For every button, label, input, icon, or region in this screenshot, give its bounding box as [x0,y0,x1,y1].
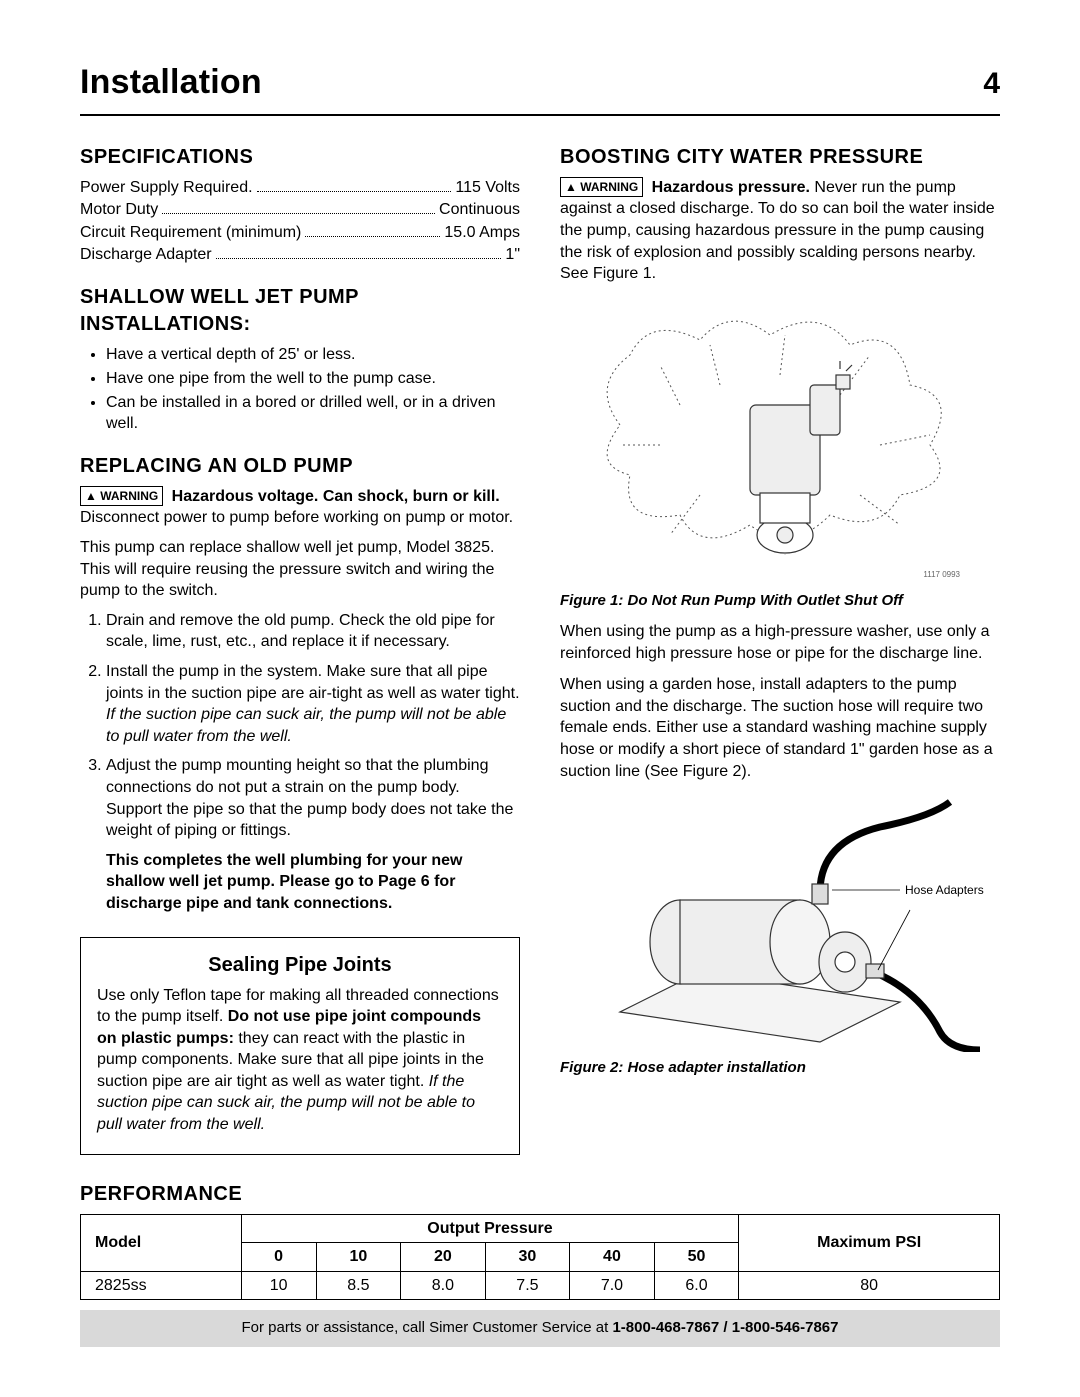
footer-phones: 1-800-468-7867 / 1-800-546-7867 [612,1319,838,1336]
spec-row: Motor DutyContinuous [80,199,520,221]
spec-row: Circuit Requirement (minimum)15.0 Amps [80,222,520,244]
boosting-p3: When using a garden hose, install adapte… [560,674,1000,782]
boosting-p2: When using the pump as a high-pressure w… [560,621,1000,664]
page-header: Installation 4 [80,60,1000,116]
sealing-text: Use only Teflon tape for making all thre… [97,985,503,1136]
left-column: SPECIFICATIONS Power Supply Required.115… [80,144,520,1155]
boosting-warning: ▲ WARNING Hazardous pressure. Never run … [560,177,1000,285]
figure-2-illustration: Hose Adapters [560,792,1000,1052]
warning-bold: Hazardous voltage. Can shock, burn or ki… [172,488,500,505]
footer-bar: For parts or assistance, call Simer Cust… [80,1310,1000,1346]
page-title: Installation [80,60,262,106]
right-column: BOOSTING CITY WATER PRESSURE ▲ WARNING H… [560,144,1000,1155]
pressure-col-header: 30 [485,1243,570,1272]
replacing-intro: This pump can replace shallow well jet p… [80,537,520,602]
pressure-col-header: 50 [654,1243,739,1272]
bullet-item: Can be installed in a bored or drilled w… [106,392,520,435]
shallow-well-section: SHALLOW WELL JET PUMP INSTALLATIONS: Hav… [80,284,520,434]
content-columns: SPECIFICATIONS Power Supply Required.115… [80,144,1000,1155]
pressure-col-header: 0 [241,1243,316,1272]
warning-icon: ▲ WARNING [80,486,163,506]
spec-row: Discharge Adapter1" [80,244,520,266]
step-1: Drain and remove the old pump. Check the… [106,610,520,653]
bullet-item: Have one pipe from the well to the pump … [106,368,520,390]
figure-2-caption: Figure 2: Hose adapter installation [560,1058,1000,1078]
boosting-heading: BOOSTING CITY WATER PRESSURE [560,144,1000,171]
boosting-section: BOOSTING CITY WATER PRESSURE ▲ WARNING H… [560,144,1000,1079]
shallow-well-heading: SHALLOW WELL JET PUMP INSTALLATIONS: [80,284,520,338]
step-2: Install the pump in the system. Make sur… [106,661,520,747]
max-psi-header: Maximum PSI [739,1214,1000,1271]
pressure-col-header: 40 [570,1243,655,1272]
page-number: 4 [983,64,1000,105]
bullet-item: Have a vertical depth of 25' or less. [106,344,520,366]
spec-row: Power Supply Required.115 Volts [80,177,520,199]
closing-bold: This completes the well plumbing for you… [106,852,462,912]
table-row: 2825ss108.58.07.57.06.080 [81,1271,1000,1300]
pressure-col-header: 20 [401,1243,486,1272]
figure-1-illustration: 1117 0993 [560,285,1000,585]
step-3: Adjust the pump mounting height so that … [106,755,520,914]
performance-table: Model Output Pressure Maximum PSI 010203… [80,1214,1000,1301]
sealing-heading: Sealing Pipe Joints [97,952,503,979]
output-pressure-header: Output Pressure [241,1214,739,1243]
replacing-warning: ▲ WARNING Hazardous voltage. Can shock, … [80,486,520,529]
warning-text: Disconnect power to pump before working … [80,509,513,526]
figure-1-caption: Figure 1: Do Not Run Pump With Outlet Sh… [560,591,1000,611]
performance-heading: PERFORMANCE [80,1181,1000,1208]
specifications-section: SPECIFICATIONS Power Supply Required.115… [80,144,520,267]
replacing-section: REPLACING AN OLD PUMP ▲ WARNING Hazardou… [80,453,520,915]
sealing-box: Sealing Pipe Joints Use only Teflon tape… [80,937,520,1155]
performance-section: PERFORMANCE Model Output Pressure Maximu… [80,1181,1000,1301]
footer-text: For parts or assistance, call Simer Cust… [242,1319,613,1336]
specifications-heading: SPECIFICATIONS [80,144,520,171]
model-header: Model [81,1214,242,1271]
shallow-well-bullets: Have a vertical depth of 25' or less.Hav… [80,344,520,434]
replacing-heading: REPLACING AN OLD PUMP [80,453,520,480]
figure-1-code: 1117 0993 [923,570,960,579]
pressure-col-header: 10 [316,1243,401,1272]
warning-icon: ▲ WARNING [560,177,643,197]
hose-adapters-label: Hose Adapters [905,883,984,897]
replacing-steps: Drain and remove the old pump. Check the… [80,610,520,915]
